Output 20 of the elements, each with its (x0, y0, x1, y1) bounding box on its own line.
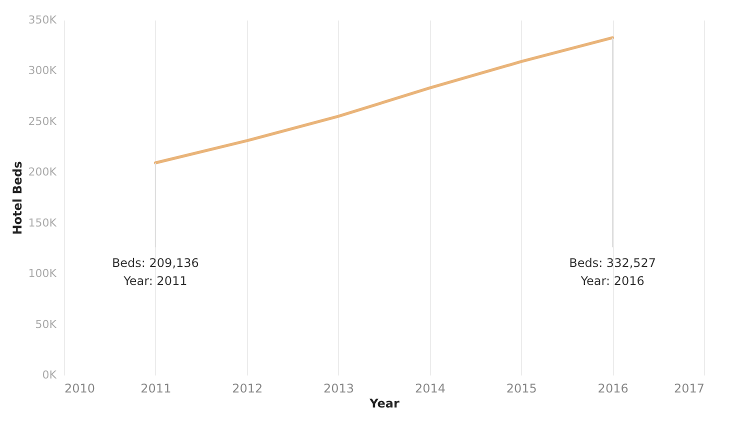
x-tick-label: 2017 (674, 382, 704, 396)
x-tick-label: 2014 (414, 382, 446, 396)
x-tick-label: 2016 (598, 382, 628, 396)
y-tick-label: 300K (28, 64, 58, 78)
y-tick-label: 50K (35, 318, 58, 331)
x-tick-label: 2010 (64, 382, 96, 396)
y-tick-label: 250K (28, 114, 58, 128)
x-axis-title: Year (368, 396, 400, 410)
y-tick-label: 0K (42, 368, 58, 382)
annotation: Beds: 332,527 Year: 2016 (569, 256, 656, 288)
y-tick-label: 350K (28, 14, 58, 26)
x-tick-label: 2013 (324, 382, 354, 396)
y-tick-label: 200K (28, 166, 58, 179)
y-axis-title: Hotel Beds (10, 161, 24, 235)
annotation: Beds: 209,136 Year: 2011 (112, 256, 199, 288)
x-tick-label: 2011 (140, 382, 172, 396)
x-tick-label: 2012 (232, 382, 263, 396)
y-tick-label: 150K (28, 216, 58, 230)
y-tick-label: 100K (28, 267, 58, 280)
x-tick-label: 2015 (506, 382, 537, 396)
